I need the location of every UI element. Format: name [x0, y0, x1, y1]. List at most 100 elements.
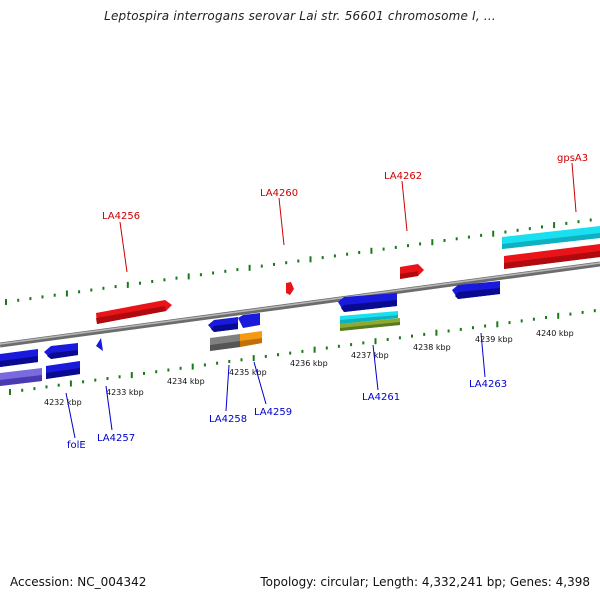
- major-tick: [187, 273, 190, 280]
- minor-tick: [228, 360, 231, 363]
- gene-LA4262-shade: [400, 271, 418, 279]
- minor-tick: [508, 321, 511, 325]
- minor-tick: [106, 377, 109, 380]
- chromosome-backbone: [0, 261, 600, 348]
- leader-line: [480, 332, 486, 378]
- minor-tick: [216, 361, 219, 365]
- minor-tick: [480, 233, 483, 237]
- minor-tick: [346, 252, 349, 256]
- minor-tick: [199, 273, 202, 277]
- leader-line: [372, 344, 379, 391]
- gene-small-arrow[interactable]: [96, 338, 103, 351]
- label-gpsA3[interactable]: gpsA3: [557, 153, 588, 164]
- minor-tick: [41, 295, 44, 299]
- minor-tick: [593, 309, 596, 313]
- major-tick: [5, 299, 7, 305]
- minor-tick: [163, 278, 166, 282]
- minor-tick: [569, 312, 572, 316]
- minor-tick: [289, 351, 292, 355]
- minor-tick: [394, 245, 397, 249]
- major-tick: [374, 338, 377, 345]
- feature-gpsA3-cyan-shade: [502, 233, 600, 249]
- minor-tick: [516, 228, 519, 232]
- minor-tick: [528, 227, 531, 231]
- map-title: Leptospira interrogans serovar Lai str. …: [104, 9, 496, 23]
- major-tick: [557, 312, 560, 319]
- gene-LA4259[interactable]: [238, 313, 260, 328]
- label-LA4257[interactable]: LA4257: [97, 433, 135, 444]
- minor-tick: [236, 268, 239, 272]
- minor-tick: [407, 244, 409, 248]
- major-tick: [313, 346, 316, 353]
- gene-LA4261-shade: [341, 300, 397, 312]
- forward-labels: LA4256 LA4260 LA4262 gpsA3: [102, 153, 588, 273]
- minor-tick: [362, 341, 365, 345]
- label-LA4259[interactable]: LA4259: [254, 407, 292, 418]
- minor-tick: [443, 239, 446, 242]
- gene-LA4258-shade: [211, 323, 238, 332]
- label-LA4263[interactable]: LA4263: [469, 379, 507, 390]
- minor-tick: [114, 285, 117, 289]
- label-LA4262[interactable]: LA4262: [384, 171, 422, 182]
- minor-tick: [472, 326, 474, 330]
- minor-tick: [102, 286, 105, 290]
- minor-tick: [45, 385, 48, 389]
- scale-label: 4237 kbp: [351, 351, 389, 360]
- upper-tick-row: [5, 218, 592, 305]
- major-tick: [553, 222, 556, 229]
- major-tick: [9, 389, 11, 395]
- major-tick: [191, 363, 194, 370]
- minor-tick: [386, 338, 389, 341]
- minor-tick: [33, 387, 36, 391]
- feature-folE-lavender-shade: [0, 375, 42, 386]
- major-tick: [435, 329, 438, 336]
- minor-tick: [504, 230, 507, 234]
- minor-tick: [382, 247, 385, 251]
- minor-tick: [57, 383, 60, 387]
- leader-line: [105, 385, 113, 431]
- minor-tick: [273, 262, 275, 266]
- major-tick: [248, 264, 251, 271]
- minor-tick: [224, 269, 227, 273]
- major-tick: [496, 321, 499, 328]
- scale-label: 4236 kbp: [290, 359, 328, 368]
- leader-line: [65, 392, 76, 439]
- minor-tick: [203, 363, 206, 367]
- reverse-labels: folE LA4257 LA4258 LA4259 LA4261 LA4263: [65, 332, 507, 451]
- minor-tick: [277, 353, 279, 357]
- leader-line: [278, 197, 285, 246]
- label-LA4260[interactable]: LA4260: [260, 188, 298, 199]
- label-folE[interactable]: folE: [67, 440, 86, 451]
- minor-tick: [264, 354, 267, 358]
- scale-label: 4232 kbp: [44, 398, 82, 407]
- minor-tick: [21, 388, 24, 392]
- gene-LA4260[interactable]: [286, 282, 294, 295]
- label-LA4261[interactable]: LA4261: [362, 392, 400, 403]
- label-LA4256[interactable]: LA4256: [102, 211, 140, 222]
- minor-tick: [240, 358, 243, 362]
- minor-tick: [82, 380, 85, 384]
- minor-tick: [565, 221, 568, 225]
- reverse-genes: [0, 281, 500, 386]
- minor-tick: [455, 237, 458, 241]
- gene-LA4263-shade: [455, 288, 500, 299]
- accession-text: Accession: NC_004342: [10, 575, 147, 589]
- minor-tick: [423, 332, 426, 336]
- gene-gpsA3-shade: [504, 251, 600, 269]
- minor-tick: [541, 225, 543, 229]
- major-tick: [252, 355, 255, 362]
- chromosome-backbone-highlight: [0, 262, 600, 345]
- minor-tick: [29, 297, 32, 301]
- scale-label: 4235 kbp: [229, 368, 267, 377]
- scale-label: 4233 kbp: [106, 388, 144, 397]
- minor-tick: [321, 256, 324, 260]
- minor-tick: [167, 368, 170, 372]
- label-LA4258[interactable]: LA4258: [209, 414, 247, 425]
- leader-line: [571, 162, 577, 213]
- gene-folE-shade: [0, 356, 38, 367]
- feature-LA4259-orange-shade: [240, 338, 262, 347]
- minor-tick: [398, 336, 401, 340]
- major-tick: [130, 372, 133, 379]
- genome-summary-text: Topology: circular; Length: 4,332,241 bp…: [260, 575, 590, 589]
- major-tick: [309, 256, 312, 263]
